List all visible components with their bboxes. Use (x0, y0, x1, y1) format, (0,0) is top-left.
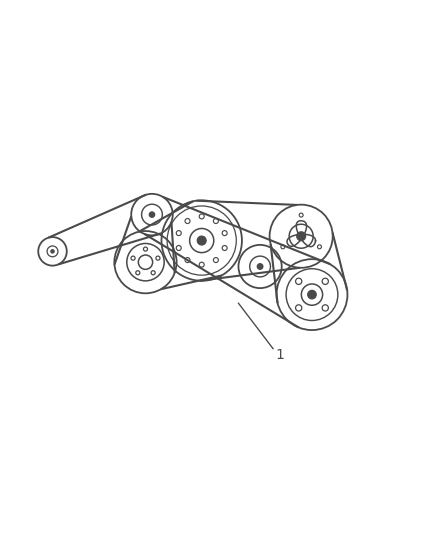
Circle shape (257, 264, 263, 269)
Circle shape (297, 232, 306, 240)
Circle shape (51, 249, 54, 253)
Circle shape (308, 290, 316, 299)
Circle shape (149, 212, 155, 217)
Text: 1: 1 (275, 348, 284, 362)
Circle shape (197, 236, 206, 245)
